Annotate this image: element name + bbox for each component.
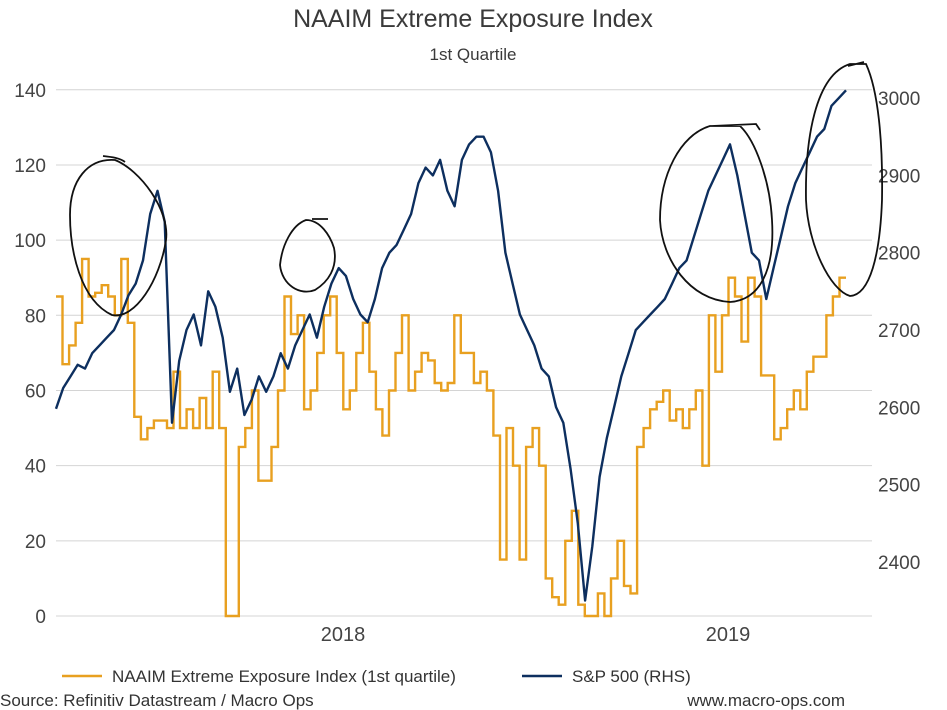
right-tick-label: 2800: [878, 244, 920, 265]
right-tick-label: 2600: [878, 398, 920, 419]
left-tick-label: 100: [14, 231, 46, 252]
right-tick-label: 3000: [878, 89, 920, 110]
right-axis-ticks: 2400 2500 2600 2700 2800 2900 3000: [878, 89, 920, 574]
grid-lines: [56, 89, 872, 617]
x-axis-ticks: 2018 2019: [321, 624, 751, 646]
left-tick-label: 0: [35, 607, 46, 628]
annotation-circle-1: [69, 155, 168, 317]
source-text: Source: Refinitiv Datastream / Macro Ops: [0, 691, 314, 710]
annotation-circle-4: [805, 61, 884, 297]
right-tick-label: 2900: [878, 166, 920, 187]
hand-drawn-annotations: [69, 61, 884, 317]
left-tick-label: 140: [14, 81, 46, 102]
left-tick-label: 60: [25, 381, 46, 402]
left-tick-label: 20: [25, 532, 46, 553]
spx-series-line: [54, 89, 847, 602]
legend-spx-label: S&P 500 (RHS): [572, 667, 691, 686]
annotation-circle-3: [659, 123, 774, 303]
website-text: www.macro-ops.com: [686, 691, 845, 710]
left-tick-label: 80: [25, 306, 46, 327]
naaim-series-line: [56, 257, 846, 618]
left-tick-label: 40: [25, 457, 46, 478]
chart-subtitle: 1st Quartile: [430, 45, 517, 64]
right-tick-label: 2500: [878, 476, 920, 497]
left-axis-ticks: 0 20 40 60 80 100 120 140: [14, 81, 46, 628]
x-tick-label: 2018: [321, 624, 366, 646]
legend-naaim-label: NAAIM Extreme Exposure Index (1st quarti…: [112, 667, 456, 686]
left-tick-label: 120: [14, 156, 46, 177]
right-tick-label: 2400: [878, 553, 920, 574]
right-tick-label: 2700: [878, 321, 920, 342]
x-tick-label: 2019: [706, 624, 751, 646]
annotation-circle-2: [279, 218, 336, 293]
chart-title: NAAIM Extreme Exposure Index: [293, 5, 653, 33]
